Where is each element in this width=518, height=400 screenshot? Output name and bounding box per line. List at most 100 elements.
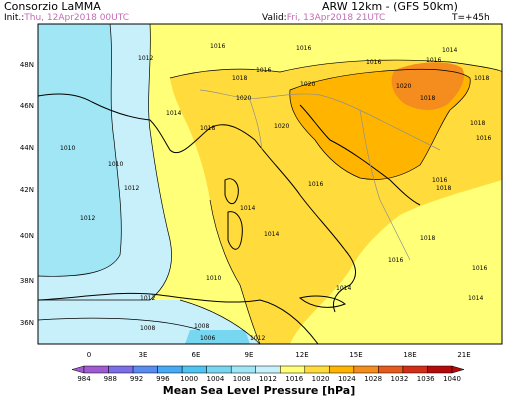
- isobar-label: 1018: [200, 125, 215, 132]
- colorbar-level-label: 1008: [233, 375, 251, 383]
- pressure-field: [38, 24, 502, 344]
- colorbar-level-label: 1012: [259, 375, 277, 383]
- isobar-label: 1014: [336, 285, 351, 292]
- colorbar-title: Mean Sea Level Pressure [hPa]: [162, 384, 356, 397]
- isobar-label: 1018: [474, 75, 489, 82]
- colorbar-level-label: 1016: [285, 375, 303, 383]
- colorbar-level-label: 1028: [364, 375, 382, 383]
- colorbar-level-label: 1024: [338, 375, 356, 383]
- colorbar-level-label: 1040: [443, 375, 461, 383]
- colorbar-swatch: [402, 365, 428, 374]
- lat-label-46: 46N: [20, 102, 34, 110]
- colorbar-swatch: [280, 365, 306, 374]
- colorbar-arrow-low: [71, 365, 85, 374]
- isobar-label: 1010: [60, 145, 75, 152]
- colorbar-level-label: 1020: [312, 375, 330, 383]
- lon-label-0: 0: [87, 351, 91, 359]
- colorbar-swatch: [157, 365, 183, 374]
- colorbar-level-label: 984: [77, 375, 91, 383]
- map-frame: [37, 23, 503, 345]
- isobar-label: 1018: [470, 120, 485, 127]
- colorbar-swatch: [329, 365, 355, 374]
- lat-axis: 48N 46N 44N 42N 40N 38N 36N: [20, 61, 34, 327]
- colorbar-level-label: 1032: [391, 375, 409, 383]
- colorbar: 984 988 992 996 1000 1004 1008 1012 1016 1020 1024…: [71, 365, 465, 383]
- colorbar-swatch: [353, 365, 379, 374]
- isobar-label: 1012: [124, 185, 139, 192]
- valid-label: Valid:: [262, 13, 287, 23]
- isobar-label: 1020: [274, 123, 289, 130]
- colorbar-swatch: [427, 365, 453, 374]
- colorbar-level-label: 1036: [417, 375, 435, 383]
- isobar-label: 1010: [206, 275, 221, 282]
- colorbar-swatch: [378, 365, 404, 374]
- lon-label-12e: 12E: [295, 351, 308, 359]
- isobar-label: 1016: [256, 67, 271, 74]
- isobar-label: 1012: [250, 335, 265, 342]
- valid-value: Fri, 13Apr2018 21UTC: [286, 13, 386, 23]
- forecast-lead: T=+45h: [452, 13, 490, 23]
- colorbar-level-label: 1000: [180, 375, 198, 383]
- lat-label-44: 44N: [20, 144, 34, 152]
- isobar-label: 1020: [236, 95, 251, 102]
- init-value: Thu, 12Apr2018 00UTC: [24, 13, 129, 23]
- isobar-label: 1008: [194, 323, 209, 330]
- isobar-label: 1014: [166, 110, 181, 117]
- colorbar-level-label: 1004: [207, 375, 225, 383]
- coastlines: [38, 93, 421, 344]
- colorbar-swatch: [181, 365, 207, 374]
- lat-label-48: 48N: [20, 61, 34, 69]
- isobar-label: 1020: [396, 83, 411, 90]
- colorbar-swatch: [255, 365, 281, 374]
- isobar-label: 1016: [366, 59, 381, 66]
- colorbar-swatch: [108, 365, 134, 374]
- lon-label-15e: 15E: [349, 351, 362, 359]
- isobar-labels: 1012 1014 1016 1016 1016 1018 1020 1020 …: [60, 43, 491, 342]
- isobar-label: 1018: [436, 185, 451, 192]
- isobar-label: 1018: [232, 75, 247, 82]
- isobar-label: 1014: [468, 295, 483, 302]
- lat-label-42: 42N: [20, 186, 34, 194]
- isobar-label: 1016: [388, 257, 403, 264]
- lon-label-9e: 9E: [245, 351, 254, 359]
- lon-label-18e: 18E: [403, 351, 416, 359]
- lat-label-36: 36N: [20, 319, 34, 327]
- isobar-label: 1016: [426, 57, 441, 64]
- isobars: [38, 24, 502, 344]
- colorbar-swatch: [83, 365, 109, 374]
- isobar-label: 1016: [432, 177, 447, 184]
- colorbar-arrow-high: [451, 365, 465, 374]
- isobar-label: 1014: [442, 47, 457, 54]
- isobar-label: 1012: [80, 215, 95, 222]
- init-label: Init.:: [4, 13, 25, 23]
- valid-info: Valid:Fri, 13Apr2018 21UTC: [262, 13, 385, 23]
- isobar-label: 1020: [300, 81, 315, 88]
- lon-label-21e: 21E: [457, 351, 470, 359]
- colorbar-level-label: 992: [130, 375, 143, 383]
- isobar-label: 1016: [472, 265, 487, 272]
- isobar-label: 1010: [108, 161, 123, 168]
- isobar-label: 1016: [308, 181, 323, 188]
- lat-label-40: 40N: [20, 232, 34, 240]
- isobar-label: 1014: [240, 205, 255, 212]
- model-label: ARW 12km - (GFS 50km): [322, 0, 458, 13]
- colorbar-swatch: [304, 365, 330, 374]
- isobar-label: 1006: [200, 335, 215, 342]
- isobar-label: 1016: [476, 135, 491, 142]
- isobar-label: 1018: [420, 95, 435, 102]
- colorbar-level-label: 988: [104, 375, 117, 383]
- lon-label-6e: 6E: [192, 351, 201, 359]
- borders: [199, 89, 441, 261]
- isobar-label: 1014: [264, 231, 279, 238]
- isobar-label: 1008: [140, 325, 155, 332]
- app-title: Consorzio LaMMA: [4, 0, 101, 13]
- lat-label-38: 38N: [20, 277, 34, 285]
- init-info: Init.:Thu, 12Apr2018 00UTC: [4, 13, 129, 23]
- colorbar-swatch: [230, 365, 256, 374]
- isobar-label: 1012: [140, 295, 155, 302]
- lon-label-3e: 3E: [139, 351, 148, 359]
- colorbar-swatch: [206, 365, 232, 374]
- colorbar-swatch: [132, 365, 158, 374]
- isobar-label: 1016: [210, 43, 225, 50]
